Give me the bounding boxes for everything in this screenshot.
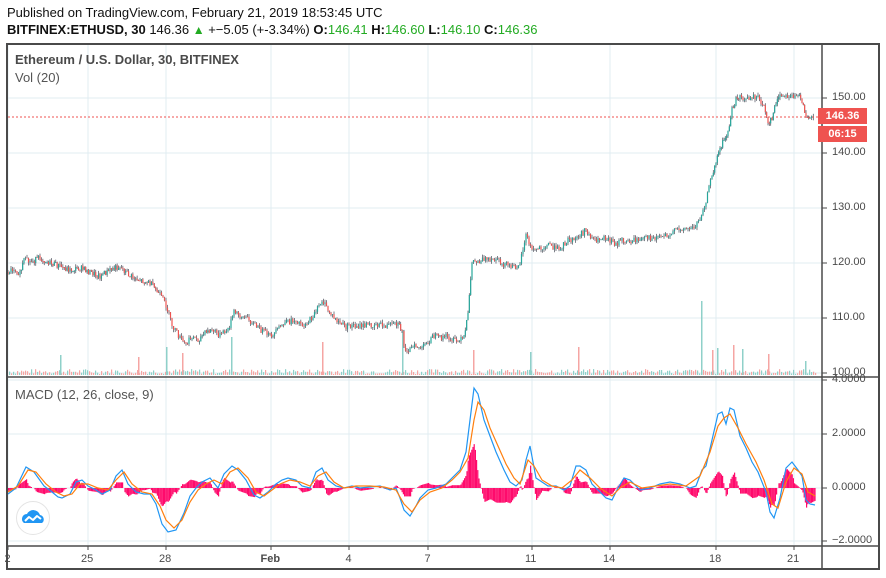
chart-title: Ethereum / U.S. Dollar, 30, BITFINEX xyxy=(15,52,239,67)
symbol-name: BITFINEX:ETHUSD, 30 xyxy=(7,22,146,37)
time-tick-label: 28 xyxy=(159,553,172,565)
price-series xyxy=(7,91,814,355)
time-tick-label: 21 xyxy=(787,553,800,565)
time-tick-label: 11 xyxy=(525,553,537,565)
price-tick-label: 120.00 xyxy=(832,256,866,268)
cloud-icon xyxy=(21,510,44,523)
price-change: +−5.05 (+-3.34%) xyxy=(208,22,310,37)
up-arrow-icon: ▲ xyxy=(192,23,205,37)
high-label: H: xyxy=(371,22,385,37)
price-tick-label: 130.00 xyxy=(832,201,866,213)
price-tick-label: 110.00 xyxy=(832,311,865,323)
macd-tick-label: 2.0000 xyxy=(832,427,866,439)
low-label: L: xyxy=(428,22,441,37)
macd-tick-label: 4.0000 xyxy=(832,373,866,385)
time-tick-label: 4 xyxy=(345,553,352,565)
macd-tick-label: 0.0000 xyxy=(832,481,866,493)
low-value: 146.10 xyxy=(440,22,481,37)
time-tick-label: 25 xyxy=(81,553,94,565)
high-value: 146.60 xyxy=(384,22,425,37)
volume-legend[interactable]: Vol (20) xyxy=(15,70,60,85)
macd-legend[interactable]: MACD (12, 26, close, 9) xyxy=(15,387,154,402)
time-tick-label: 14 xyxy=(603,553,616,565)
open-label: O: xyxy=(313,22,328,37)
countdown-tag: 06:15 xyxy=(818,126,867,142)
close-value: 146.36 xyxy=(497,22,538,37)
chart-frame xyxy=(6,43,880,570)
close-label: C: xyxy=(484,22,498,37)
grid-lines xyxy=(7,45,822,545)
symbol-info-line: BITFINEX:ETHUSD, 30 146.36 ▲ +−5.05 (+-3… xyxy=(7,22,538,37)
last-price-tag: 146.36 xyxy=(818,108,867,124)
volume-bars xyxy=(9,301,817,375)
price-tick-label: 150.00 xyxy=(832,91,866,103)
open-value: 146.41 xyxy=(327,22,368,37)
price-tick-label: 100.00 xyxy=(832,366,866,378)
time-tick-label: Feb xyxy=(260,553,281,565)
time-tick-label: 7 xyxy=(424,553,431,565)
time-tick-label: 18 xyxy=(709,553,722,565)
price-tick-label: 140.00 xyxy=(832,146,866,158)
last-price: 146.36 xyxy=(149,22,190,37)
macd-tick-label: −2.0000 xyxy=(832,534,873,546)
macd-series xyxy=(7,386,816,533)
time-tick-label: 2 xyxy=(4,553,11,565)
published-line: Published on TradingView.com, February 2… xyxy=(7,5,383,20)
tradingview-logo[interactable] xyxy=(16,501,50,535)
